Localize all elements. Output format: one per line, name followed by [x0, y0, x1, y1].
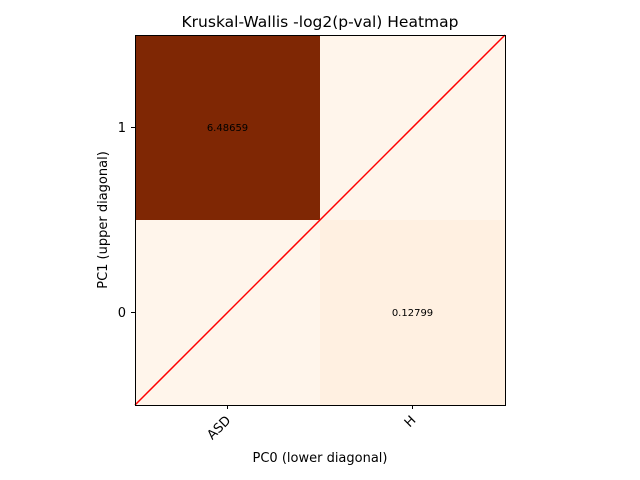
- heatmap-cell: [135, 35, 320, 220]
- chart-title: Kruskal-Wallis -log2(p-val) Heatmap: [182, 13, 459, 31]
- cell-value-label: 0.12799: [392, 308, 433, 319]
- y-tick-label: 0: [118, 306, 126, 321]
- y-tick-label: 1: [118, 121, 126, 136]
- cell-value-label: 6.48659: [207, 123, 248, 134]
- x-axis-label: PC0 (lower diagonal): [253, 451, 388, 466]
- heatmap-cell: [320, 220, 505, 405]
- diagonal-line: [134, 34, 506, 406]
- y-axis-ticks: 01: [118, 121, 135, 321]
- y-axis-label: PC1 (upper diagonal): [96, 151, 111, 289]
- x-tick-label: ASD: [205, 413, 235, 443]
- cell-value-labels: 6.48659 0.12799: [207, 123, 433, 319]
- x-axis-ticks: ASD H: [205, 405, 420, 443]
- plot-frame: [135, 35, 506, 406]
- x-tick-label: H: [402, 413, 420, 431]
